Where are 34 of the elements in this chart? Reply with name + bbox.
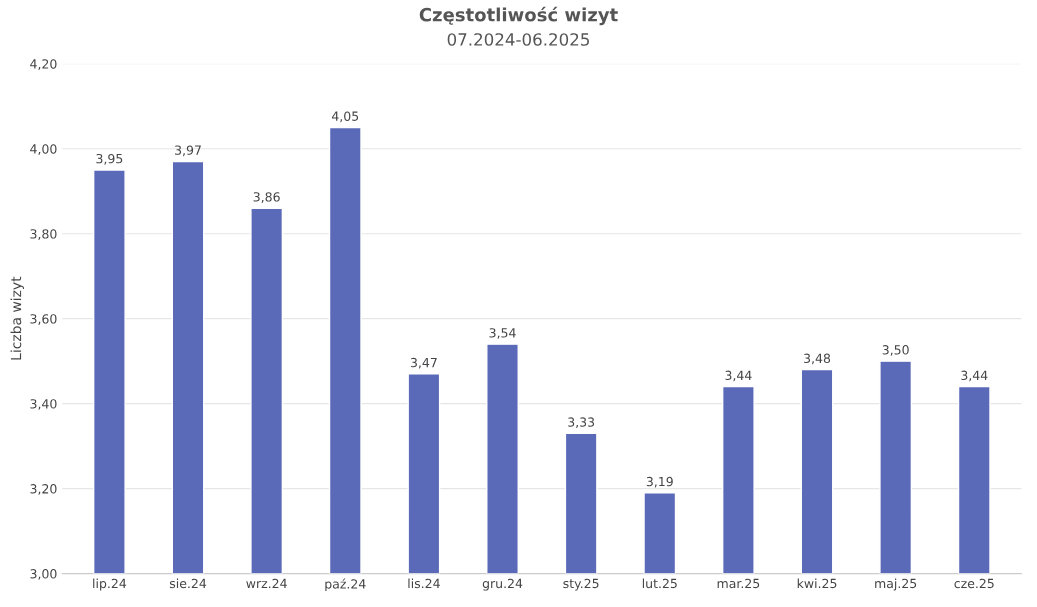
x-tick-label: maj.25 — [875, 578, 917, 591]
x-tick-label: lip.24 — [93, 578, 127, 591]
y-tick-label: 3,80 — [30, 229, 57, 240]
x-tick-label: mar.25 — [717, 578, 760, 589]
x-tick-label: kwi.25 — [797, 578, 837, 589]
chart-subtitle: 07.2024-06.2025 — [447, 33, 589, 46]
x-tick-label: gru.24 — [482, 578, 523, 591]
y-tick-label: 4,00 — [30, 144, 57, 155]
data-label: 3,50 — [882, 345, 909, 356]
data-label: 3,48 — [804, 353, 831, 365]
x-tick-label: cze.25 — [954, 578, 994, 589]
x-tick-label: lut.25 — [642, 578, 677, 589]
y-tick-label: 3,40 — [30, 399, 57, 410]
x-tick-label: sie.24 — [169, 578, 207, 589]
y-axis-title: Liczba wizyt — [10, 276, 24, 360]
data-label: 4,05 — [331, 111, 359, 123]
data-label: 3,44 — [961, 370, 988, 382]
x-tick-label: lis.24 — [408, 578, 440, 589]
data-label: 3,86 — [253, 192, 280, 203]
data-label: 3,97 — [175, 145, 201, 157]
x-tick-label: wrz.24 — [246, 578, 287, 588]
data-label: 3,95 — [96, 153, 123, 165]
y-tick-label: 4,20 — [30, 59, 57, 70]
x-tick-label: sty.25 — [563, 578, 599, 591]
y-tick-label: 3,00 — [30, 569, 57, 580]
y-tick-label: 3,60 — [30, 314, 57, 325]
chart-title: Częstotliwość wizyt — [419, 6, 618, 26]
x-tick-label: paź.24 — [325, 578, 366, 592]
data-label: 3,54 — [489, 328, 516, 339]
data-label: 3,33 — [568, 417, 595, 429]
data-label: 3,19 — [646, 476, 673, 488]
data-label: 3,47 — [410, 357, 437, 369]
y-tick-label: 3,20 — [30, 484, 57, 495]
data-label: 3,44 — [725, 370, 752, 382]
